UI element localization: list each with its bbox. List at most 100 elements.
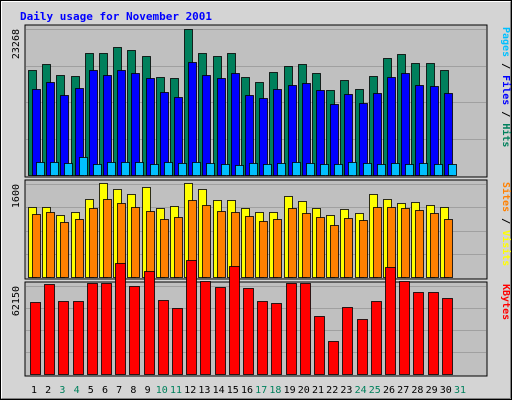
pages-bar-day-2 [50, 162, 59, 176]
sites-bar-day-17 [259, 221, 268, 278]
kbytes-bar-day-12 [186, 260, 197, 375]
pages-bar-day-5 [93, 164, 102, 176]
x-tick-label-12: 12 [184, 385, 196, 396]
pages-bar-day-6 [107, 162, 116, 176]
panel-traffic-max-label: 62150 [11, 286, 22, 316]
pages-bar-day-19 [292, 162, 301, 176]
sites-bar-day-21 [316, 217, 325, 278]
kbytes-bar-day-29 [428, 292, 439, 375]
kbytes-bar-day-13 [200, 281, 211, 375]
kbytes-bar-day-19 [286, 283, 297, 375]
files-bar-day-17 [259, 98, 268, 176]
pages-bar-day-30 [448, 164, 457, 176]
x-tick-label-1: 1 [31, 385, 37, 396]
panel-requests-legend: Pages / Files / Hits [500, 27, 512, 147]
pages-bar-day-7 [121, 162, 130, 176]
sites-bar-day-25 [373, 207, 382, 278]
kbytes-bar-day-23 [342, 307, 353, 375]
files-bar-day-13 [202, 75, 211, 176]
files-bar-day-15 [231, 73, 240, 176]
files-bar-day-26 [387, 77, 396, 176]
panel-traffic-legend-part-0: KBytes [500, 284, 511, 320]
sites-bar-day-18 [273, 219, 282, 278]
files-bar-day-21 [316, 90, 325, 176]
pages-bar-day-9 [150, 164, 159, 176]
series-pages [36, 157, 457, 176]
panel-visitors-legend-part-0: Sites [500, 182, 512, 212]
files-bar-day-14 [217, 78, 226, 176]
panel-visitors-legend: Sites / Visits [500, 182, 512, 266]
x-tick-label-21: 21 [312, 385, 324, 396]
files-bar-day-5 [89, 70, 98, 176]
kbytes-bar-day-10 [158, 300, 169, 375]
x-tick-label-26: 26 [383, 385, 395, 396]
kbytes-bar-day-26 [385, 267, 396, 375]
panel-visitors-legend-part-2: Visits [500, 230, 512, 266]
x-tick-label-20: 20 [298, 385, 310, 396]
kbytes-bar-day-17 [257, 301, 268, 375]
pages-bar-day-28 [419, 163, 428, 176]
sites-bar-day-1 [32, 214, 41, 278]
pages-bar-day-18 [277, 163, 286, 176]
files-bar-day-30 [444, 93, 453, 176]
pages-bar-day-23 [348, 162, 357, 176]
sites-bar-day-20 [302, 213, 311, 278]
pages-bar-day-11 [178, 163, 187, 176]
sites-bar-day-13 [202, 205, 211, 278]
kbytes-bar-day-22 [328, 341, 339, 375]
kbytes-bar-day-9 [144, 271, 155, 375]
sites-bar-day-23 [344, 218, 353, 278]
pages-bar-day-1 [36, 162, 45, 176]
sites-bar-day-6 [103, 199, 112, 278]
x-tick-label-23: 23 [340, 385, 352, 396]
files-bar-day-2 [46, 82, 55, 176]
pages-bar-day-22 [334, 164, 343, 176]
pages-bar-day-16 [249, 163, 258, 176]
sites-bar-day-3 [60, 222, 69, 278]
pages-bar-day-4 [79, 157, 88, 176]
x-tick-label-4: 4 [74, 385, 80, 396]
kbytes-bar-day-15 [229, 266, 240, 375]
x-tick-label-25: 25 [369, 385, 381, 396]
kbytes-bar-day-8 [129, 286, 140, 375]
sites-bar-day-8 [131, 207, 140, 278]
sites-bar-day-29 [430, 213, 439, 278]
series-sites [32, 199, 453, 278]
sites-bar-day-2 [46, 212, 55, 278]
panel-requests-max-label: 23268 [11, 29, 22, 59]
kbytes-bar-day-6 [101, 283, 112, 375]
pages-bar-day-27 [405, 164, 414, 176]
pages-bar-day-24 [363, 163, 372, 176]
sites-bar-day-5 [89, 208, 98, 278]
sites-bar-day-27 [401, 208, 410, 278]
panel-requests-legend-part-4: Hits [500, 123, 512, 147]
panel-requests: 23268 Pages / Files / Hits [11, 24, 512, 178]
kbytes-bar-day-27 [399, 281, 410, 375]
x-tick-label-24: 24 [355, 385, 367, 396]
chart-title: Daily usage for November 2001 [20, 10, 212, 23]
kbytes-bar-day-5 [87, 283, 98, 375]
sites-bar-day-24 [359, 220, 368, 278]
pages-bar-day-21 [320, 164, 329, 176]
x-tick-label-3: 3 [59, 385, 65, 396]
sites-bar-day-16 [245, 216, 254, 278]
panel-requests-legend-part-3: / [500, 105, 511, 123]
chart-panels: 23268 Pages / Files / Hits 1600 Sites / Vis… [11, 24, 512, 377]
files-bar-day-29 [430, 86, 439, 176]
kbytes-bar-day-21 [314, 316, 325, 375]
kbytes-bar-day-30 [442, 298, 453, 375]
x-tick-label-10: 10 [156, 385, 168, 396]
x-tick-label-22: 22 [326, 385, 338, 396]
kbytes-bar-day-24 [357, 319, 368, 375]
x-tick-label-9: 9 [145, 385, 151, 396]
x-tick-label-16: 16 [241, 385, 253, 396]
pages-bar-day-17 [263, 164, 272, 176]
sites-bar-day-10 [160, 219, 169, 278]
pages-bar-day-12 [192, 162, 201, 176]
x-tick-label-15: 15 [227, 385, 239, 396]
panel-traffic: 62150 KBytes [11, 260, 511, 377]
panel-visitors: 1600 Sites / Visits [11, 179, 512, 280]
pages-bar-day-20 [306, 163, 315, 176]
kbytes-bar-day-20 [300, 283, 311, 375]
